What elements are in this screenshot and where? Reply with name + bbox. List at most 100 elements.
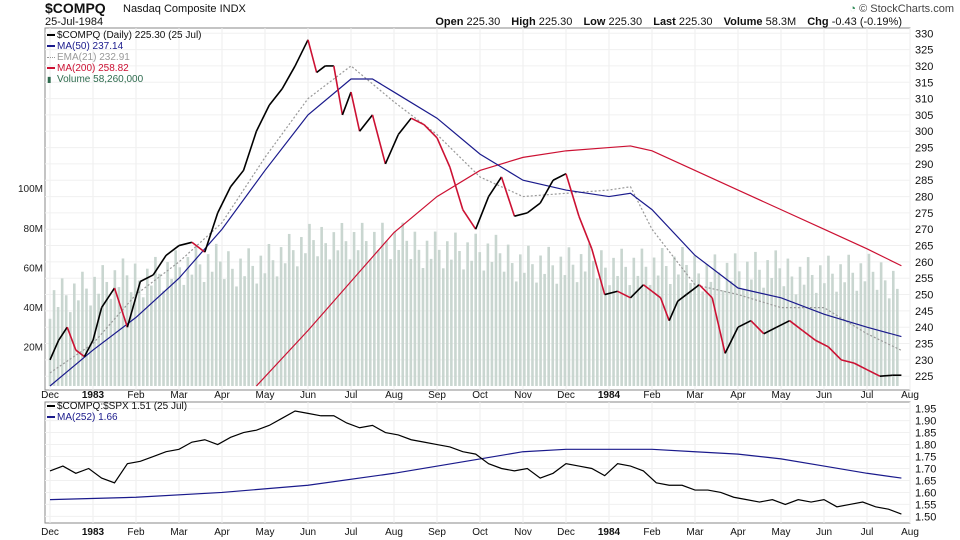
volume-bar bbox=[806, 257, 810, 386]
volume-bar bbox=[462, 269, 465, 386]
volume-bar bbox=[502, 271, 506, 386]
volume-bar bbox=[616, 276, 619, 386]
legend-item: EMA(21) 232.91 bbox=[47, 52, 130, 63]
watermark: ◔ © StockCharts.com bbox=[849, 3, 954, 15]
volume-bar bbox=[518, 254, 522, 386]
price-x-tick-label: 1984 bbox=[598, 390, 621, 401]
quote-label: Low bbox=[583, 16, 609, 28]
ratio-x-tick-label: May bbox=[772, 527, 791, 538]
volume-axis-label: 80M bbox=[24, 224, 43, 235]
volume-bar bbox=[741, 289, 745, 386]
quote-volume: Volume 58.3M bbox=[724, 16, 808, 28]
price-segment bbox=[75, 349, 85, 358]
price-y-tick-label: 285 bbox=[915, 175, 933, 187]
price-segment bbox=[668, 300, 679, 322]
volume-bar bbox=[154, 256, 157, 386]
volume-bar bbox=[182, 284, 186, 386]
volume-bar bbox=[867, 253, 871, 386]
volume-bar bbox=[206, 254, 210, 386]
legend-item: MA(252) 1.66 bbox=[47, 412, 118, 423]
volume-bar bbox=[794, 294, 798, 386]
price-y-tick-label: 250 bbox=[915, 290, 933, 302]
price-segment bbox=[341, 91, 352, 116]
price-x-tick-label: Jul bbox=[861, 390, 874, 401]
price-segment bbox=[358, 114, 374, 132]
price-segment bbox=[827, 346, 842, 361]
legend-item: $COMPQ:$SPX 1.51 (25 Jul) bbox=[47, 401, 187, 412]
quote-label: Open bbox=[435, 16, 467, 28]
volume-bar bbox=[194, 246, 198, 386]
volume-bar bbox=[146, 268, 149, 386]
line-swatch-icon bbox=[47, 416, 55, 419]
symbol-label: $COMPQ bbox=[45, 0, 106, 16]
symbol-description: Nasdaq Composite INDX bbox=[123, 3, 246, 15]
price-segment bbox=[423, 124, 438, 139]
price-segment bbox=[841, 359, 855, 364]
volume-bar bbox=[531, 264, 534, 386]
quote-low: Low 225.30 bbox=[583, 16, 653, 28]
price-segment bbox=[853, 362, 868, 371]
line-swatch-icon bbox=[47, 34, 55, 37]
volume-axis-label: 60M bbox=[24, 263, 43, 274]
volume-bar bbox=[425, 240, 429, 386]
ratio-x-tick-label: Feb bbox=[127, 527, 145, 538]
volume-bar bbox=[437, 249, 441, 386]
price-segment bbox=[629, 284, 644, 299]
volume-bar bbox=[660, 248, 664, 386]
volume-bar bbox=[129, 292, 133, 386]
price-y-tick-label: 310 bbox=[915, 94, 933, 106]
price-segment bbox=[178, 241, 193, 247]
volume-bar bbox=[166, 262, 169, 386]
price-x-tick-label: Sep bbox=[428, 390, 446, 401]
price-segment bbox=[83, 339, 94, 357]
volume-bar bbox=[397, 249, 400, 386]
volume-bar bbox=[324, 243, 327, 386]
volume-bar bbox=[364, 241, 368, 386]
price-y-tick-label: 265 bbox=[915, 241, 933, 253]
volume-bar bbox=[433, 231, 437, 386]
ema21-line bbox=[49, 65, 902, 374]
volume-bar bbox=[381, 222, 384, 386]
volume-bar bbox=[482, 270, 486, 386]
price-segment bbox=[802, 329, 816, 341]
volume-bar bbox=[843, 282, 846, 386]
volume-bar bbox=[855, 290, 859, 386]
price-x-tick-label: Apr bbox=[730, 390, 746, 401]
price-segment bbox=[242, 130, 258, 171]
volume-bar bbox=[239, 258, 242, 386]
volume-bar bbox=[413, 231, 417, 386]
volume-bar bbox=[283, 263, 287, 386]
price-y-tick-label: 275 bbox=[915, 208, 933, 220]
volume-bar bbox=[547, 246, 550, 386]
price-segment bbox=[204, 212, 219, 253]
ratio-x-tick-label: Aug bbox=[385, 527, 403, 538]
volume-bar bbox=[814, 292, 818, 386]
volume-bar bbox=[713, 254, 717, 386]
price-segment bbox=[526, 202, 541, 214]
volume-bar bbox=[875, 289, 879, 386]
volume-bar bbox=[300, 237, 303, 386]
volume-bar bbox=[137, 280, 141, 386]
volume-bar bbox=[441, 268, 445, 386]
ratio-y-tick-label: 1.85 bbox=[915, 428, 936, 440]
price-y-tick-label: 295 bbox=[915, 143, 933, 155]
volume-bar bbox=[709, 281, 713, 386]
quote-high: High 225.30 bbox=[511, 16, 583, 28]
volume-bar bbox=[648, 284, 652, 386]
volume-bar bbox=[243, 276, 246, 386]
volume-bar bbox=[251, 265, 255, 386]
volume-bar bbox=[60, 278, 64, 386]
price-segment bbox=[789, 320, 803, 332]
volume-bar bbox=[227, 251, 230, 386]
volume-bar bbox=[883, 280, 887, 386]
ratio-x-tick-label: Jun bbox=[816, 527, 832, 538]
volume-bar bbox=[77, 300, 80, 386]
volume-bar bbox=[624, 266, 628, 386]
price-x-tick-label: Jul bbox=[345, 390, 358, 401]
ratio-y-tick-label: 1.70 bbox=[915, 463, 936, 475]
ratio-x-tick-label: Aug bbox=[901, 527, 919, 538]
volume-bar bbox=[304, 253, 307, 386]
volume-bar bbox=[162, 290, 165, 386]
volume-bar bbox=[486, 243, 490, 386]
volume-bar bbox=[417, 249, 421, 386]
